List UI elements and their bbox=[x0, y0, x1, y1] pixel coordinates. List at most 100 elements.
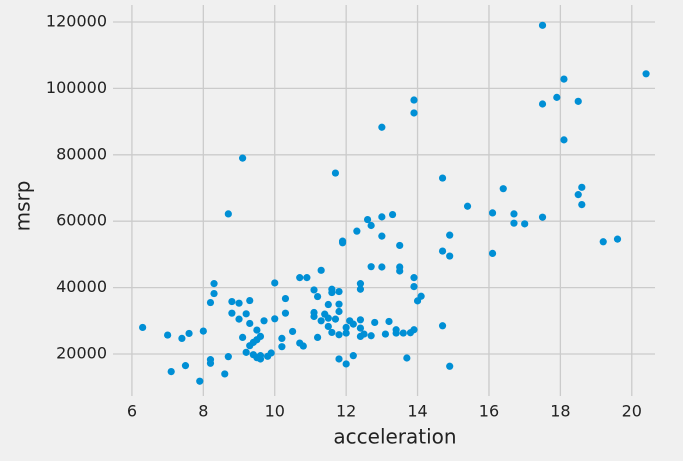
y-tick-label: 100000 bbox=[46, 78, 107, 97]
point bbox=[385, 317, 393, 326]
point bbox=[256, 352, 265, 360]
point bbox=[342, 323, 350, 332]
x-tick-label: 20 bbox=[622, 402, 642, 421]
point bbox=[363, 215, 372, 224]
point bbox=[538, 21, 547, 29]
point bbox=[267, 349, 275, 357]
point bbox=[313, 333, 322, 342]
point bbox=[378, 213, 386, 221]
point bbox=[260, 317, 268, 325]
point bbox=[235, 315, 243, 323]
y-tick-label: 60000 bbox=[56, 211, 107, 230]
point bbox=[388, 210, 397, 219]
point bbox=[299, 342, 307, 350]
point bbox=[278, 334, 286, 342]
point bbox=[310, 286, 318, 294]
point bbox=[574, 97, 582, 105]
point bbox=[381, 330, 390, 338]
point bbox=[328, 285, 336, 293]
point bbox=[335, 355, 343, 363]
point bbox=[246, 296, 254, 305]
point bbox=[410, 283, 418, 291]
point bbox=[578, 183, 586, 191]
point bbox=[353, 227, 361, 235]
point bbox=[463, 202, 472, 210]
point bbox=[553, 93, 561, 101]
point bbox=[392, 329, 400, 337]
y-tick-label: 80000 bbox=[56, 144, 107, 163]
point bbox=[488, 209, 497, 217]
point bbox=[246, 319, 254, 328]
point bbox=[342, 329, 350, 337]
point bbox=[239, 333, 247, 342]
point bbox=[331, 169, 340, 177]
point bbox=[578, 201, 586, 209]
point bbox=[410, 109, 418, 117]
point bbox=[185, 329, 193, 338]
point bbox=[510, 219, 518, 227]
point bbox=[328, 328, 336, 337]
point bbox=[228, 297, 236, 306]
point bbox=[139, 323, 147, 332]
point bbox=[342, 360, 350, 368]
point bbox=[396, 267, 404, 275]
point bbox=[271, 315, 279, 323]
point bbox=[446, 252, 454, 260]
point bbox=[210, 289, 218, 298]
point bbox=[574, 191, 582, 199]
point bbox=[324, 300, 332, 309]
point bbox=[356, 316, 365, 324]
point bbox=[242, 348, 250, 356]
point bbox=[349, 352, 357, 360]
point bbox=[317, 266, 325, 274]
y-tick-label: 120000 bbox=[46, 11, 107, 30]
x-tick-label: 16 bbox=[479, 402, 499, 421]
point bbox=[599, 238, 607, 246]
point bbox=[410, 274, 418, 282]
point bbox=[438, 247, 447, 255]
point bbox=[399, 329, 407, 337]
point bbox=[378, 123, 386, 131]
point bbox=[356, 324, 365, 332]
point bbox=[281, 294, 290, 303]
point bbox=[338, 239, 347, 247]
point bbox=[538, 213, 547, 221]
point bbox=[367, 221, 375, 230]
point bbox=[410, 96, 418, 104]
point bbox=[206, 298, 215, 307]
point bbox=[224, 210, 232, 218]
y-tick-label: 20000 bbox=[56, 344, 107, 363]
point bbox=[242, 310, 250, 318]
x-tick-label: 8 bbox=[198, 402, 208, 421]
point bbox=[378, 232, 386, 240]
point bbox=[167, 367, 175, 376]
point bbox=[538, 100, 547, 108]
point bbox=[324, 314, 332, 322]
point bbox=[288, 327, 297, 336]
point bbox=[224, 353, 232, 361]
point bbox=[560, 136, 568, 144]
point bbox=[196, 377, 204, 385]
point bbox=[360, 330, 368, 338]
point bbox=[438, 174, 447, 182]
point bbox=[613, 235, 622, 243]
point bbox=[228, 309, 236, 317]
point bbox=[510, 210, 518, 218]
point bbox=[296, 274, 304, 282]
point bbox=[181, 362, 190, 370]
point bbox=[303, 274, 311, 282]
point bbox=[335, 287, 343, 296]
x-tick-label: 12 bbox=[336, 402, 356, 421]
point bbox=[256, 332, 265, 341]
point bbox=[367, 263, 375, 271]
point bbox=[310, 312, 318, 321]
x-tick-label: 18 bbox=[550, 402, 570, 421]
point bbox=[417, 292, 425, 300]
point bbox=[446, 362, 454, 370]
point bbox=[378, 263, 386, 271]
point bbox=[317, 317, 325, 325]
point bbox=[356, 280, 365, 288]
x-tick-label: 10 bbox=[265, 402, 285, 421]
point bbox=[446, 231, 454, 239]
